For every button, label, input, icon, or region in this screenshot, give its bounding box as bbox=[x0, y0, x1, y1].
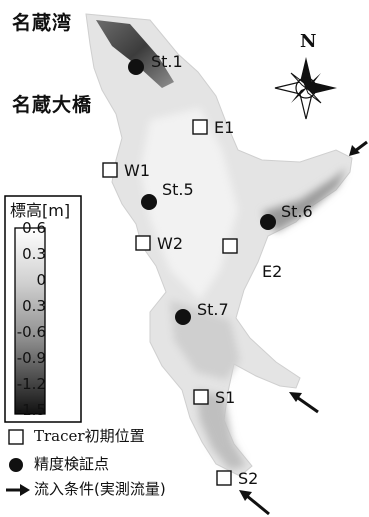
bridge-name-label: 名蔵大橋 bbox=[12, 94, 93, 116]
tracer-marker-e1 bbox=[192, 119, 208, 135]
deep-channel bbox=[96, 20, 174, 88]
inflow-arrow-south bbox=[239, 490, 270, 516]
elevation-tick: -0.6 bbox=[16, 323, 46, 341]
east-arm-area bbox=[262, 168, 346, 232]
station-label-st5: St.5 bbox=[162, 180, 194, 199]
elevation-tick: 0.3 bbox=[22, 297, 46, 315]
station-marker-st5 bbox=[141, 194, 157, 210]
tracer-label-w1: W1 bbox=[124, 161, 150, 180]
tracer-marker-w1 bbox=[102, 162, 118, 178]
legend-tracer-icon bbox=[8, 429, 24, 445]
elevation-tick: -1.5 bbox=[16, 401, 46, 419]
station-label-st7: St.7 bbox=[197, 300, 229, 319]
tracer-marker-s1 bbox=[193, 389, 209, 405]
station-marker-st6 bbox=[260, 214, 276, 230]
shallow-area bbox=[140, 108, 238, 300]
elevation-tick: -1.2 bbox=[16, 375, 46, 393]
elevation-tick: 0 bbox=[36, 271, 46, 289]
legend-arrow-icon bbox=[6, 484, 30, 496]
elevation-tick: -0.9 bbox=[16, 349, 46, 367]
tracer-label-w2: W2 bbox=[157, 234, 183, 253]
elevation-legend-title: 標高[m] bbox=[10, 201, 71, 220]
tracer-label-e1: E1 bbox=[214, 118, 235, 137]
bay-name-label: 名蔵湾 bbox=[12, 12, 73, 34]
station-marker-st1 bbox=[128, 59, 144, 75]
tracer-label-e2: E2 bbox=[262, 262, 283, 281]
north-label: N bbox=[300, 31, 317, 52]
compass-rose-icon bbox=[274, 57, 337, 120]
legend-inflow-label: 流入条件(実測流量) bbox=[34, 480, 166, 498]
elevation-tick: 0.6 bbox=[22, 219, 46, 237]
tracer-marker-w2 bbox=[135, 235, 151, 251]
tracer-label-s2: S2 bbox=[238, 469, 259, 488]
station-label-st1: St.1 bbox=[151, 52, 183, 71]
elevation-legend-frame bbox=[4, 195, 82, 423]
legend-tracer-label: Tracer初期位置 bbox=[34, 427, 145, 445]
south-channel-area bbox=[196, 390, 246, 470]
elevation-tick: 0.3 bbox=[22, 245, 46, 263]
station-label-st6: St.6 bbox=[281, 202, 313, 221]
tracer-label-s1: S1 bbox=[215, 388, 236, 407]
tracer-marker-e2 bbox=[222, 238, 238, 254]
inflow-arrow-east bbox=[349, 140, 368, 156]
elevation-colorbar bbox=[14, 227, 46, 415]
tracer-marker-s2 bbox=[216, 470, 232, 486]
legend-station-icon bbox=[9, 458, 23, 472]
inflow-arrow-southeast bbox=[289, 392, 319, 414]
station-marker-st7 bbox=[175, 309, 191, 325]
legend-station-label: 精度検証点 bbox=[34, 455, 110, 473]
